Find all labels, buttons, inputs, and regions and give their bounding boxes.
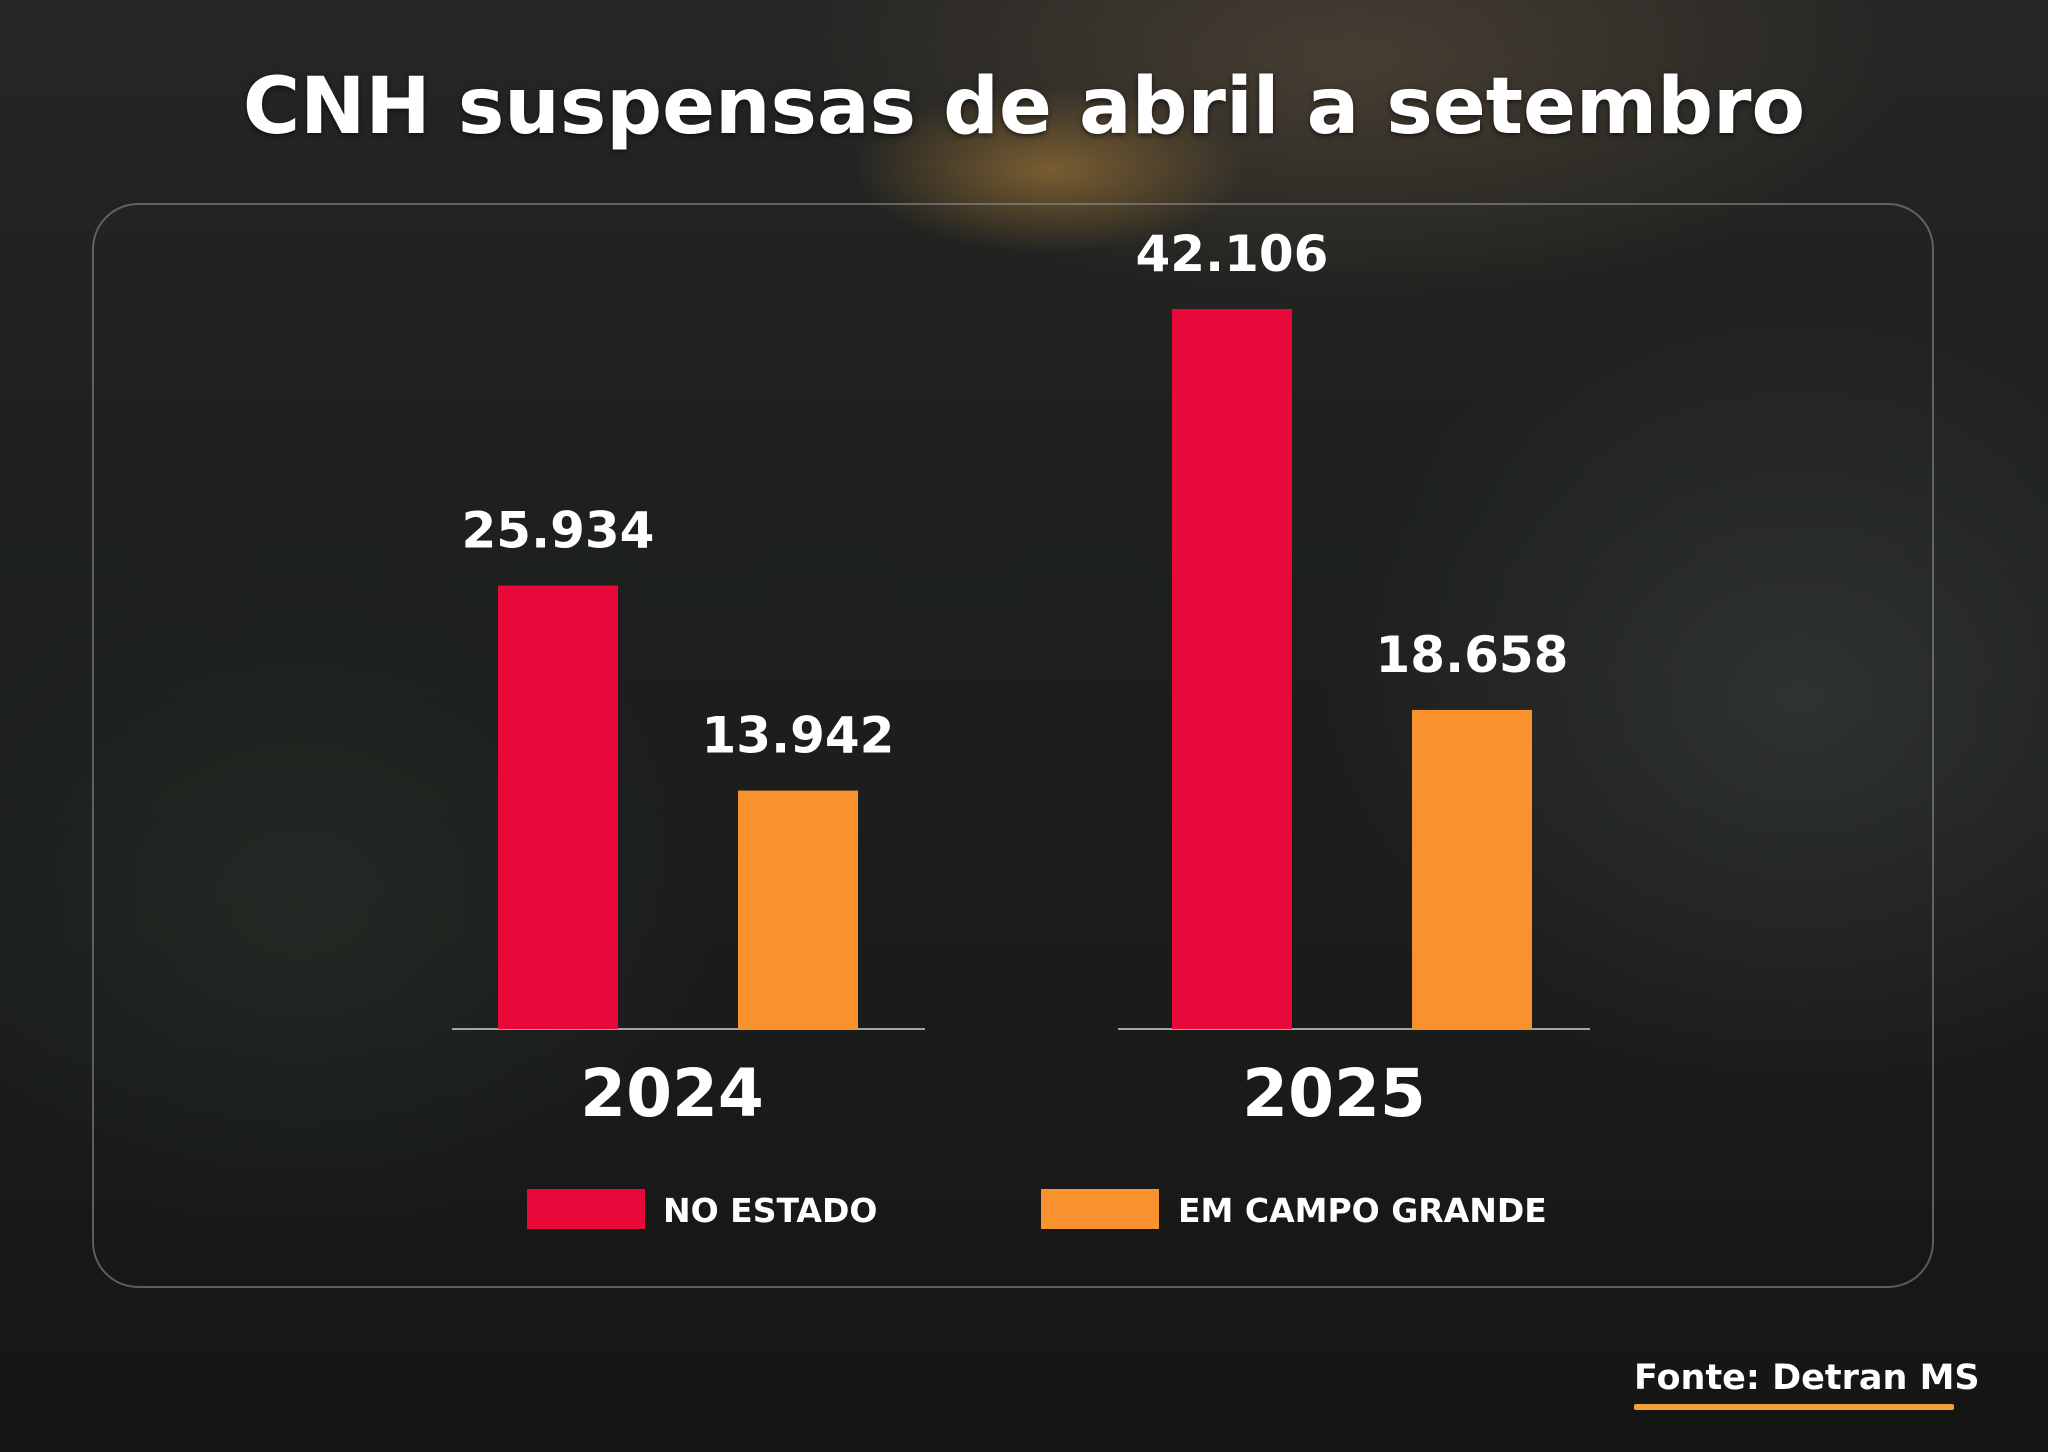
legend-swatch-no-estado [527, 1189, 645, 1229]
bar-no-estado-2024 [498, 585, 618, 1029]
data-label-campo-grande-2025: 18.658 [1376, 626, 1569, 684]
legend-swatch-campo-grande [1041, 1189, 1159, 1229]
tick-label-2024: 2024 [580, 1055, 764, 1132]
legend-label-campo-grande: EM CAMPO GRANDE [1178, 1191, 1547, 1230]
source-underline [1634, 1404, 1954, 1410]
chart-panel [92, 203, 1934, 1288]
source-label: Fonte: Detran MS [1634, 1358, 1980, 1398]
tick-label-2025: 2025 [1242, 1055, 1426, 1132]
data-label-campo-grande-2024: 13.942 [702, 707, 895, 765]
bar-campo-grande-2025 [1412, 709, 1532, 1029]
legend-label-no-estado: NO ESTADO [663, 1191, 877, 1230]
chart-title: CNH suspensas de abril a setembro [242, 62, 1806, 152]
data-label-no-estado-2024: 25.934 [462, 502, 655, 560]
data-label-no-estado-2025: 42.106 [1136, 225, 1329, 283]
bar-campo-grande-2024 [738, 790, 858, 1029]
bar-no-estado-2025 [1172, 309, 1292, 1029]
